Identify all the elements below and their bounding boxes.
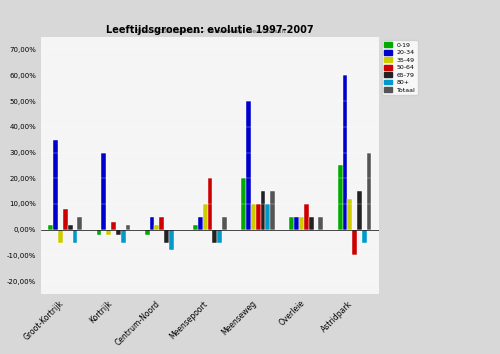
Bar: [48, 224, 53, 230]
Bar: [63, 209, 68, 230]
Bar: [145, 230, 150, 235]
Bar: [111, 222, 116, 230]
Bar: [102, 153, 106, 230]
Bar: [68, 224, 72, 230]
Bar: [78, 217, 82, 230]
Bar: [217, 230, 222, 242]
Bar: [266, 204, 270, 230]
Bar: [242, 178, 246, 230]
Bar: [294, 217, 299, 230]
Bar: [309, 217, 314, 230]
Bar: [290, 217, 294, 230]
Bar: [251, 204, 256, 230]
Bar: [246, 101, 251, 230]
Bar: [164, 230, 169, 242]
Bar: [58, 230, 63, 242]
Legend: 0-19, 20-34, 35-49, 50-64, 65-79, 80+, Totaal: 0-19, 20-34, 35-49, 50-64, 65-79, 80+, T…: [382, 40, 418, 95]
Bar: [154, 224, 160, 230]
Bar: [357, 191, 362, 230]
Bar: [96, 230, 102, 235]
Bar: [116, 230, 120, 235]
Bar: [193, 224, 198, 230]
Bar: [352, 230, 357, 256]
Bar: [169, 230, 174, 250]
Bar: [150, 217, 154, 230]
Bar: [304, 204, 309, 230]
Bar: [348, 199, 352, 230]
Bar: [222, 217, 227, 230]
Bar: [256, 204, 260, 230]
Bar: [318, 217, 323, 230]
Bar: [53, 140, 58, 230]
Bar: [106, 230, 111, 235]
Bar: [160, 217, 164, 230]
Bar: [366, 153, 372, 230]
Bar: [198, 217, 202, 230]
Bar: [342, 75, 347, 230]
Bar: [208, 178, 212, 230]
Text: Bron: ADSEI, Socrata - Verwerking: Idea Consult: Bron: ADSEI, Socrata - Verwerking: Idea …: [134, 29, 286, 34]
Bar: [212, 230, 217, 242]
Bar: [120, 230, 126, 242]
Bar: [260, 191, 266, 230]
Bar: [202, 204, 207, 230]
Bar: [362, 230, 366, 242]
Bar: [72, 230, 78, 242]
Bar: [126, 224, 130, 230]
Bar: [299, 217, 304, 230]
Bar: [270, 191, 275, 230]
Title: Leeftijdsgroepen: evolutie 1997-2007: Leeftijdsgroepen: evolutie 1997-2007: [106, 25, 314, 35]
Bar: [338, 165, 342, 230]
